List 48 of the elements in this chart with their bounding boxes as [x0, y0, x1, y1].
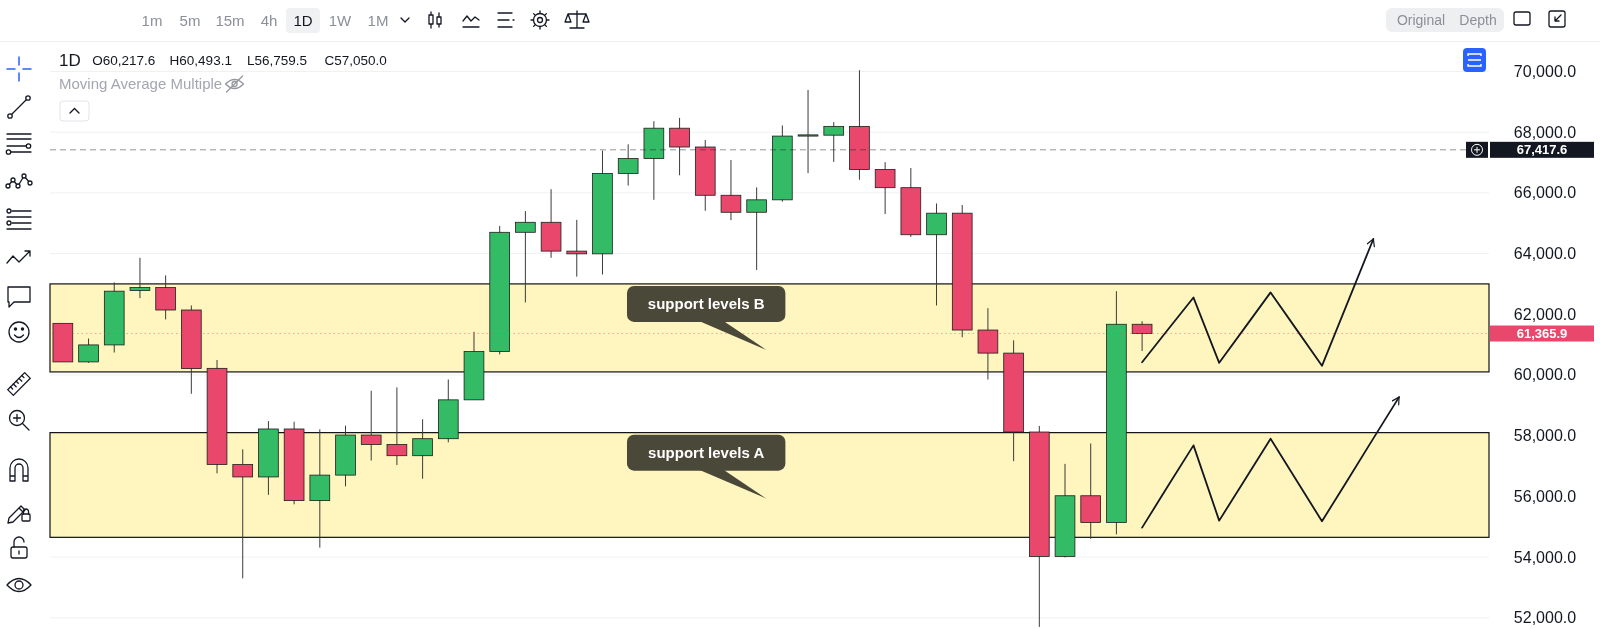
- text: 4h: [260, 12, 278, 29]
- text: 15m: [215, 12, 245, 29]
- text: Depth: [1459, 12, 1497, 28]
- candlestick: [823, 121, 845, 163]
- y-tick-label: 60,000.0: [1513, 366, 1577, 384]
- annotation: C57,050.0: [324, 53, 387, 68]
- text: 1D: [59, 51, 81, 70]
- candlestick: [977, 307, 999, 381]
- candlestick: [1131, 320, 1153, 352]
- text: 5m: [179, 12, 201, 29]
- text: Original: [1396, 12, 1446, 28]
- text: 1m: [141, 12, 163, 29]
- candlestick: [566, 219, 588, 278]
- candlestick: [360, 390, 382, 462]
- text: Moving Average Multiple: [59, 75, 223, 92]
- candlestick: [926, 202, 947, 306]
- candlestick: [155, 274, 176, 320]
- band-label: support levels A: [648, 444, 765, 462]
- candlestick: [386, 386, 408, 466]
- text: 1M: [367, 12, 389, 29]
- candlestick: [617, 143, 639, 187]
- annotation: L56,759.5: [247, 53, 308, 68]
- y-tick-label: 54,000.0: [1513, 548, 1577, 566]
- candlestick: [412, 418, 433, 480]
- y-tick-label: 66,000.0: [1513, 184, 1577, 202]
- candlestick: [78, 338, 99, 364]
- annotation: O60,217.6: [92, 53, 156, 68]
- candlestick: [232, 448, 254, 579]
- candlestick: [797, 89, 819, 174]
- ref-line-label: 67,417.6: [1516, 142, 1568, 158]
- candlestick: [720, 159, 742, 221]
- y-tick-label: 52,000.0: [1513, 609, 1577, 627]
- ref-line-label: 61,365.9: [1516, 326, 1568, 341]
- y-tick-label: 68,000.0: [1513, 123, 1577, 141]
- y-tick-label: 64,000.0: [1513, 245, 1577, 263]
- y-tick-label: 58,000.0: [1513, 427, 1577, 445]
- candlestick: [746, 186, 767, 271]
- candlestick: [874, 161, 896, 215]
- band-label: support levels B: [647, 295, 765, 313]
- y-tick-label: 70,000.0: [1513, 62, 1577, 80]
- y-tick-label: 62,000.0: [1513, 305, 1577, 323]
- annotation: H60,493.1: [169, 53, 232, 68]
- text: 1W: [328, 12, 353, 29]
- candlestick: [515, 210, 536, 303]
- y-tick-label: 56,000.0: [1513, 487, 1577, 505]
- candlestick: [669, 117, 690, 176]
- text: 1D: [293, 12, 313, 29]
- candlestick: [129, 257, 151, 299]
